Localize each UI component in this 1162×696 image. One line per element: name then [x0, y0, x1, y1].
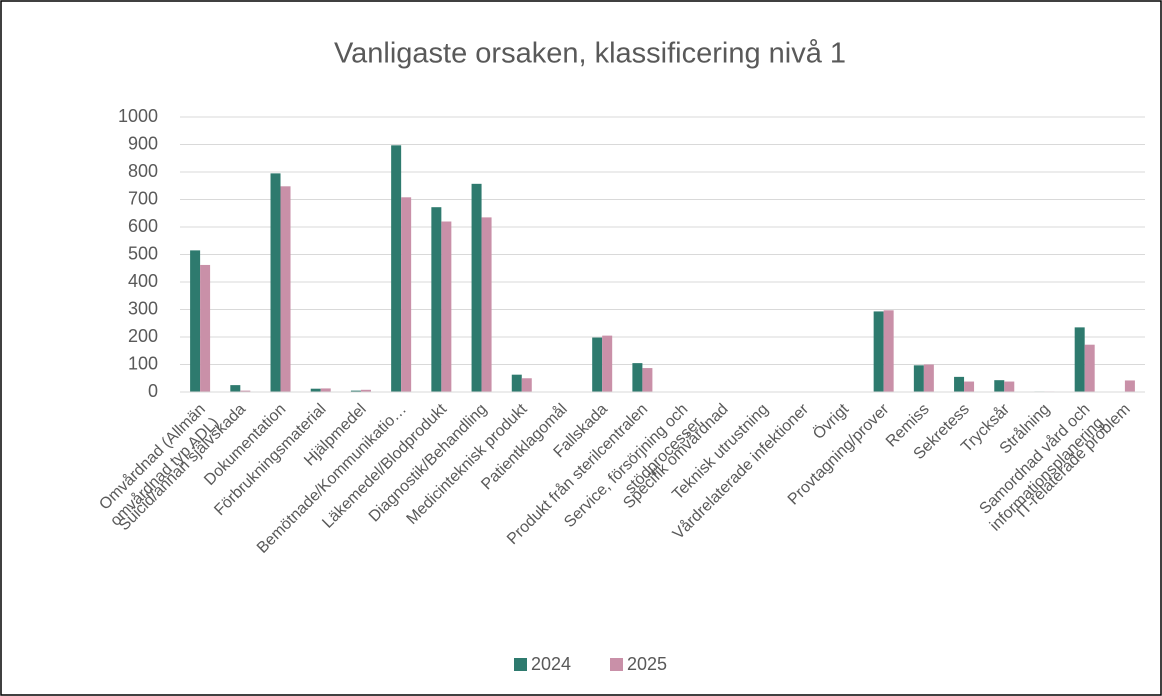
bar	[401, 197, 412, 392]
bar	[320, 388, 331, 392]
bar	[190, 250, 201, 392]
chart-title: Vanligaste orsaken, klassificering nivå …	[334, 38, 846, 70]
bar	[592, 337, 603, 392]
legend-label: 2025	[627, 654, 667, 674]
bar	[994, 380, 1005, 392]
bar	[632, 363, 643, 392]
y-tick-label: 400	[128, 271, 158, 291]
y-tick-label: 800	[128, 161, 158, 181]
bar	[230, 385, 241, 392]
bar	[883, 310, 894, 392]
bar	[360, 389, 371, 392]
bar	[913, 365, 924, 392]
y-tick-label: 900	[128, 133, 158, 153]
bar	[521, 378, 532, 392]
bar	[240, 390, 251, 392]
bar	[964, 381, 975, 392]
legend-label: 2024	[531, 654, 571, 674]
bar	[1004, 381, 1015, 392]
y-tick-label: 700	[128, 188, 158, 208]
bar	[280, 186, 291, 392]
legend-swatch	[610, 658, 623, 671]
bar	[270, 173, 281, 392]
bar	[200, 264, 211, 392]
bar	[1084, 344, 1095, 392]
bar	[310, 388, 321, 392]
y-tick-label: 0	[148, 381, 158, 401]
y-tick-label: 500	[128, 243, 158, 263]
bar	[642, 368, 653, 392]
legend-swatch	[514, 658, 527, 671]
y-tick-label: 200	[128, 326, 158, 346]
bar	[391, 145, 402, 392]
bar	[873, 311, 884, 392]
bar	[1074, 327, 1085, 392]
bar	[923, 364, 934, 392]
y-tick-label: 100	[128, 353, 158, 373]
bar	[471, 183, 482, 392]
bar	[602, 335, 613, 392]
bar	[511, 374, 522, 392]
bar	[954, 376, 965, 392]
bar	[1124, 380, 1135, 392]
bar	[441, 221, 452, 392]
bar	[481, 217, 492, 392]
y-tick-label: 300	[128, 298, 158, 318]
y-tick-label: 600	[128, 216, 158, 236]
y-tick-label: 1000	[118, 106, 158, 126]
bar	[350, 390, 361, 392]
bar	[431, 207, 442, 392]
